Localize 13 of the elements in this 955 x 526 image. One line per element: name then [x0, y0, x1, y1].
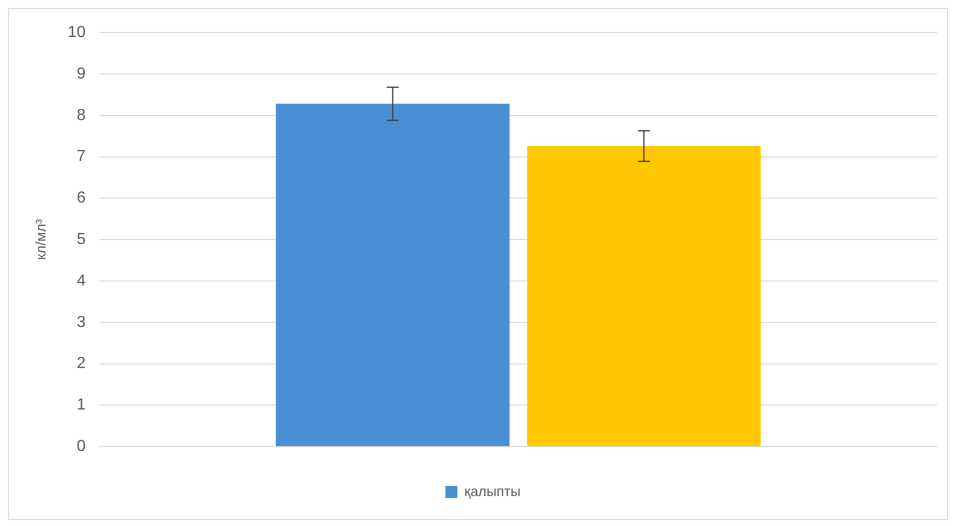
y-tick-label: 0	[76, 438, 86, 456]
legend-label: қалыпты	[464, 482, 521, 499]
y-tick-label: 5	[76, 231, 86, 248]
y-tick-label: 2	[76, 355, 86, 372]
y-tick-label: 10	[68, 24, 86, 42]
y-axis-title: кл/мл³	[32, 218, 48, 260]
y-tick-label: 6	[76, 190, 86, 207]
y-tick-label: 7	[76, 148, 86, 166]
y-tick-label: 3	[76, 314, 86, 331]
y-tick-label: 9	[76, 65, 86, 82]
y-tick-label: 8	[76, 106, 86, 124]
y-tick-label: 4	[76, 272, 86, 290]
y-tick-label: 1	[76, 396, 86, 414]
